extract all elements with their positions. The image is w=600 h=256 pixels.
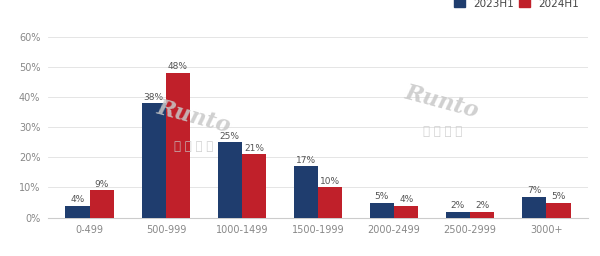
Bar: [546, 202, 571, 218]
Text: 2%: 2%: [451, 201, 465, 210]
Text: 4%: 4%: [399, 195, 413, 204]
Text: Runto: Runto: [154, 96, 233, 137]
Text: 5%: 5%: [551, 192, 566, 201]
Text: 17%: 17%: [296, 156, 316, 165]
Text: 2%: 2%: [475, 201, 490, 210]
Text: 洛 图 科 技: 洛 图 科 技: [422, 125, 462, 138]
Bar: [318, 187, 343, 218]
Bar: [293, 166, 318, 218]
Text: 21%: 21%: [244, 144, 264, 153]
Bar: [446, 211, 470, 218]
Bar: [370, 202, 394, 218]
Text: 7%: 7%: [527, 186, 541, 195]
Bar: [218, 142, 242, 218]
Legend: 2023H1, 2024H1: 2023H1, 2024H1: [450, 0, 583, 13]
Bar: [522, 197, 546, 218]
Text: 48%: 48%: [168, 62, 188, 71]
Bar: [142, 103, 166, 218]
Bar: [166, 73, 190, 218]
Bar: [394, 206, 418, 218]
Text: 25%: 25%: [220, 132, 240, 141]
Text: 4%: 4%: [71, 195, 85, 204]
Text: 38%: 38%: [143, 93, 164, 102]
Text: 9%: 9%: [95, 180, 109, 189]
Text: 5%: 5%: [374, 192, 389, 201]
Bar: [65, 206, 90, 218]
Bar: [90, 190, 114, 218]
Text: 10%: 10%: [320, 177, 340, 186]
Bar: [470, 211, 494, 218]
Bar: [242, 154, 266, 218]
Text: 洛 图 科 技: 洛 图 科 技: [174, 140, 214, 153]
Text: Runto: Runto: [403, 81, 482, 122]
